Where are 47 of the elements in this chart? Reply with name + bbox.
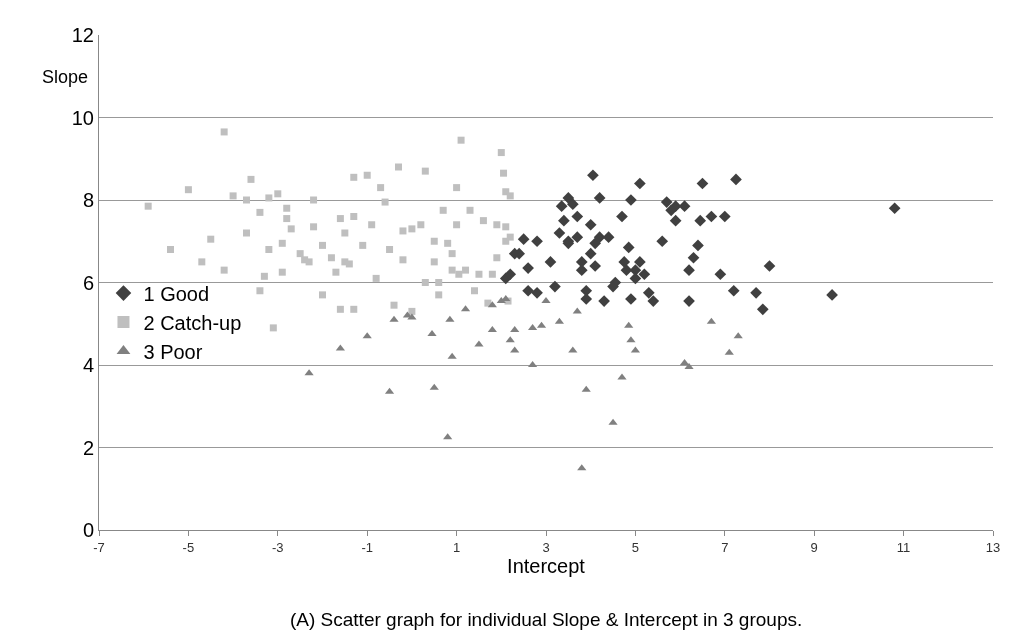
x-tick-label: 1 <box>452 539 461 555</box>
point <box>445 315 455 322</box>
x-tick-label: -3 <box>272 539 284 555</box>
legend-label: 1 Good <box>143 282 210 305</box>
y-axis-title: Slope <box>42 67 89 87</box>
x-tick-label: 13 <box>985 539 1001 555</box>
x-tick-label: 9 <box>810 539 818 555</box>
point <box>577 464 587 471</box>
point <box>443 433 453 440</box>
point <box>429 383 439 390</box>
point <box>608 418 618 425</box>
point <box>487 325 497 332</box>
point <box>510 325 520 332</box>
point <box>389 315 399 322</box>
x-axis-title: Intercept <box>507 554 586 577</box>
point <box>724 348 734 355</box>
y-tick-label: 2 <box>82 436 94 459</box>
text: (A) Scatter graph for individual Slope & Intercept in 3 groups. <box>290 609 803 630</box>
point <box>427 330 437 337</box>
point <box>487 301 497 308</box>
x-tick-label: 5 <box>631 539 640 555</box>
y-tick-label: 4 <box>82 354 94 376</box>
y-tick-label: 8 <box>82 189 94 211</box>
legend-label: 2 Catch-up <box>143 311 242 334</box>
y-tick-label: 0 <box>82 519 94 541</box>
point <box>447 352 457 359</box>
x-tick-label: -7 <box>93 539 105 555</box>
point <box>624 321 634 328</box>
point <box>362 332 372 339</box>
point <box>505 336 515 343</box>
point <box>581 385 591 392</box>
point <box>407 313 417 320</box>
legend-label: 3 Poor <box>143 340 203 363</box>
x-tick-label: 11 <box>896 539 911 555</box>
point <box>733 332 743 339</box>
point <box>510 346 520 353</box>
point <box>335 344 345 351</box>
y-tick-label: 10 <box>71 106 94 129</box>
x-tick-label: 3 <box>542 539 550 555</box>
x-tick-label: -1 <box>361 539 373 555</box>
x-tick-label: -5 <box>182 539 195 555</box>
y-tick-label: 12 <box>71 24 94 46</box>
x-tick-label: 7 <box>721 539 729 555</box>
point <box>684 363 694 370</box>
point <box>541 297 551 304</box>
y-tick-label: 6 <box>82 271 94 294</box>
point <box>568 346 578 353</box>
